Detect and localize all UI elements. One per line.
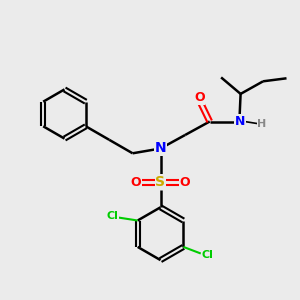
Text: O: O — [194, 91, 205, 104]
Text: Cl: Cl — [106, 211, 118, 221]
Text: H: H — [257, 119, 266, 129]
Text: O: O — [180, 176, 190, 189]
Text: N: N — [235, 115, 245, 128]
Text: Cl: Cl — [201, 250, 213, 260]
Text: O: O — [130, 176, 141, 189]
Text: N: N — [155, 142, 166, 155]
Text: S: S — [155, 175, 166, 189]
